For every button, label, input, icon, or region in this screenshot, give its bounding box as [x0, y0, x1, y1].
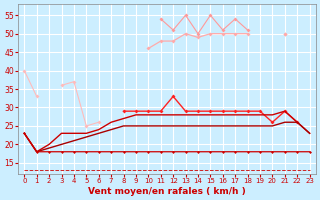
X-axis label: Vent moyen/en rafales ( km/h ): Vent moyen/en rafales ( km/h )	[88, 187, 246, 196]
